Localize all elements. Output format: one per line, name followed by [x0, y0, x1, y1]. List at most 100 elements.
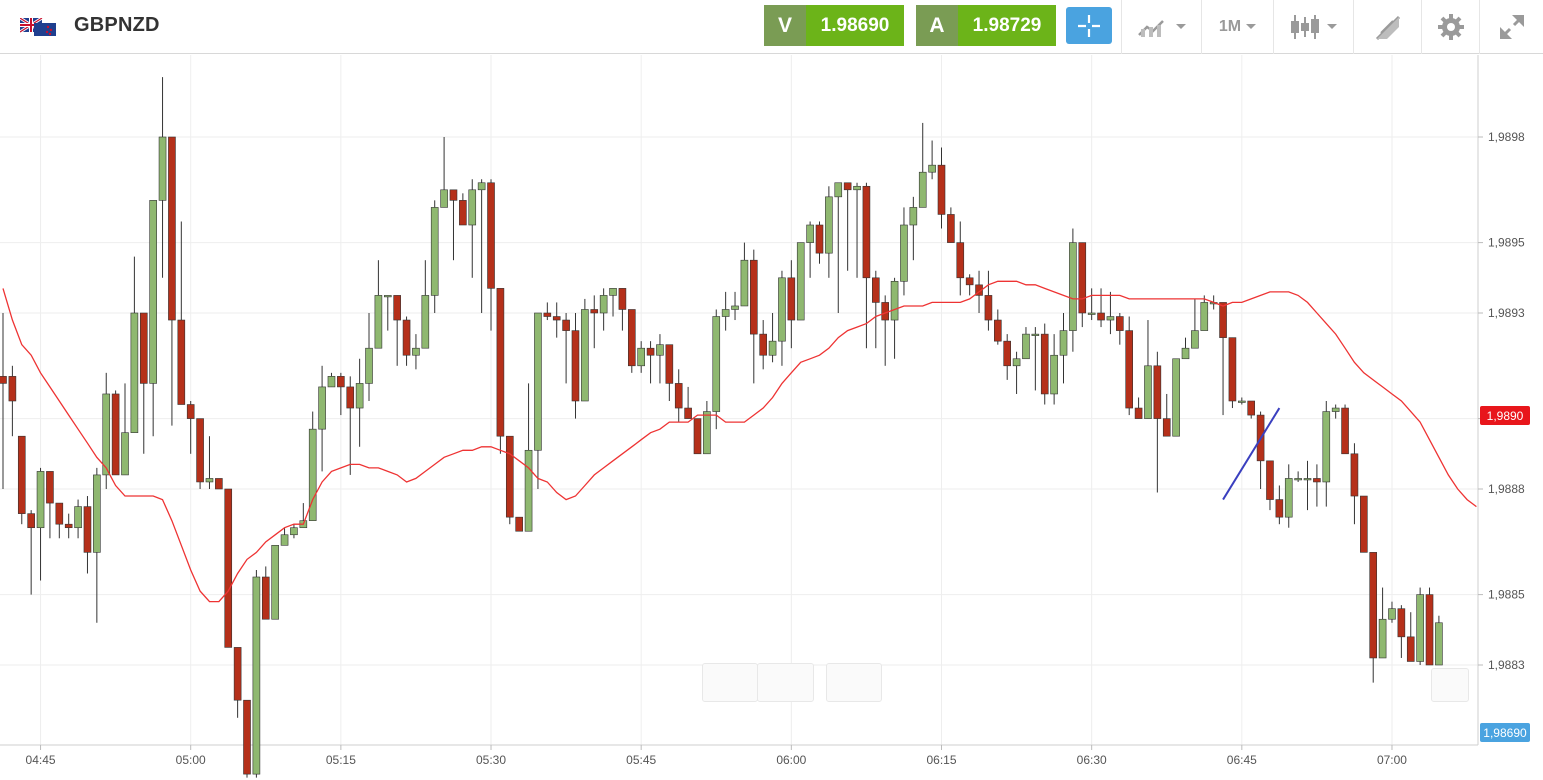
candle-body[interactable]	[430, 207, 439, 296]
buy-button[interactable]: A 1.98729	[916, 5, 1056, 46]
candle-body[interactable]	[261, 576, 270, 620]
candle-body[interactable]	[1172, 358, 1180, 437]
scroll-end-control[interactable]	[1431, 668, 1469, 702]
candle-body[interactable]	[412, 347, 420, 356]
candle-body[interactable]	[1078, 242, 1087, 314]
candle-body[interactable]	[1313, 478, 1321, 483]
candle-body[interactable]	[102, 393, 111, 476]
candle-body[interactable]	[1003, 340, 1011, 367]
candle-body[interactable]	[862, 185, 871, 279]
candle-body[interactable]	[872, 277, 880, 303]
candle-body[interactable]	[1238, 400, 1246, 403]
candle-body[interactable]	[731, 305, 739, 310]
candle-body[interactable]	[280, 534, 289, 546]
candle-body[interactable]	[796, 242, 805, 321]
candle-body[interactable]	[1125, 330, 1133, 409]
candle-body[interactable]	[36, 471, 45, 529]
candle-body[interactable]	[1388, 608, 1396, 620]
fullscreen-button[interactable]	[1479, 0, 1543, 54]
candle-body[interactable]	[1303, 478, 1312, 481]
candle-body[interactable]	[1097, 312, 1105, 321]
candle-body[interactable]	[1416, 594, 1424, 662]
candle-body[interactable]	[1087, 312, 1096, 315]
candle-body[interactable]	[881, 302, 889, 321]
candle-body[interactable]	[918, 171, 927, 208]
candle-body[interactable]	[383, 295, 392, 298]
candle-body[interactable]	[46, 471, 54, 504]
candle-body[interactable]	[402, 319, 411, 356]
candle-body[interactable]	[1162, 418, 1171, 437]
candle-body[interactable]	[599, 295, 608, 314]
crosshair-button[interactable]	[1066, 7, 1112, 44]
candle-body[interactable]	[778, 277, 786, 342]
candle-body[interactable]	[1425, 594, 1434, 666]
candle-body[interactable]	[393, 295, 401, 321]
zoom-control[interactable]	[826, 663, 882, 702]
candle-body[interactable]	[975, 284, 983, 296]
candle-body[interactable]	[646, 347, 655, 356]
candle-body[interactable]	[1360, 495, 1368, 553]
candle-body[interactable]	[318, 386, 326, 430]
candle-body[interactable]	[1200, 302, 1209, 331]
candle-body[interactable]	[346, 386, 355, 409]
candle-body[interactable]	[609, 288, 617, 296]
candle-body[interactable]	[8, 376, 17, 402]
candle-body[interactable]	[1247, 400, 1256, 416]
candle-body[interactable]	[965, 277, 974, 286]
candle-body[interactable]	[93, 474, 101, 553]
candle-body[interactable]	[956, 242, 965, 279]
candle-body[interactable]	[1106, 316, 1115, 321]
candle-body[interactable]	[1191, 330, 1199, 349]
candle-body[interactable]	[843, 182, 852, 191]
candle-body[interactable]	[327, 376, 336, 388]
candle-body[interactable]	[1022, 333, 1030, 360]
candle-body[interactable]	[1228, 337, 1237, 402]
candle-body[interactable]	[243, 699, 251, 775]
candle-body[interactable]	[787, 277, 796, 321]
candle-body[interactable]	[55, 502, 64, 525]
candle-body[interactable]	[0, 376, 7, 384]
candle-body[interactable]	[505, 435, 514, 518]
candle-body[interactable]	[158, 136, 167, 201]
candle-body[interactable]	[825, 196, 833, 254]
candle-body[interactable]	[1322, 411, 1331, 483]
settings-button[interactable]	[1421, 0, 1480, 54]
candle-body[interactable]	[1050, 354, 1058, 395]
candle-body[interactable]	[637, 347, 645, 367]
candle-body[interactable]	[271, 545, 279, 620]
candle-body[interactable]	[1059, 330, 1068, 356]
candle-body[interactable]	[515, 516, 523, 532]
candle-body[interactable]	[1284, 478, 1293, 518]
candle-body[interactable]	[1116, 316, 1124, 331]
candle-body[interactable]	[1040, 333, 1049, 395]
candle-body[interactable]	[1275, 499, 1284, 518]
candle-body[interactable]	[543, 312, 552, 317]
candle-body[interactable]	[496, 288, 505, 437]
candle-body[interactable]	[17, 435, 26, 514]
candle-body[interactable]	[1397, 608, 1406, 638]
candle-body[interactable]	[27, 513, 35, 529]
candle-body[interactable]	[749, 259, 758, 335]
candle-body[interactable]	[252, 576, 261, 775]
candle-body[interactable]	[1294, 478, 1302, 481]
candle-body[interactable]	[909, 207, 918, 226]
candle-body[interactable]	[374, 295, 383, 349]
candle-body[interactable]	[890, 281, 899, 321]
candle-body[interactable]	[552, 316, 561, 321]
candle-body[interactable]	[205, 478, 214, 483]
candle-body[interactable]	[937, 164, 946, 215]
candle-body[interactable]	[815, 224, 824, 254]
candle-body[interactable]	[1153, 365, 1162, 419]
candle-body[interactable]	[111, 393, 120, 476]
candle-body[interactable]	[853, 185, 861, 191]
candle-body[interactable]	[740, 259, 749, 307]
candle-body[interactable]	[703, 411, 711, 455]
candle-body[interactable]	[1341, 407, 1349, 455]
candle-body[interactable]	[149, 200, 157, 384]
candle-body[interactable]	[534, 312, 542, 451]
candle-body[interactable]	[139, 312, 148, 384]
candle-body[interactable]	[477, 182, 486, 191]
candle-body[interactable]	[693, 418, 702, 455]
candle-body[interactable]	[806, 224, 814, 243]
candle-body[interactable]	[928, 164, 936, 173]
